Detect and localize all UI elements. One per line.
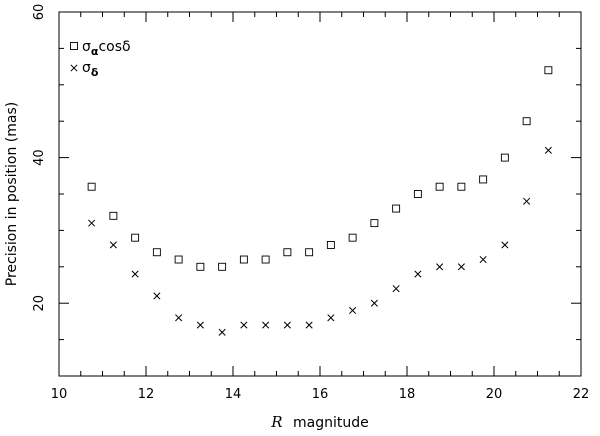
- point-sigma-delta: [414, 270, 422, 278]
- point-sigma-delta: [153, 292, 161, 300]
- point-sigma-alpha-cos-delta: [239, 255, 248, 264]
- legend-cross-icon: [70, 64, 78, 72]
- point-sigma-alpha-cos-delta: [152, 248, 161, 257]
- point-sigma-delta: [218, 328, 226, 336]
- point-sigma-alpha-cos-delta: [392, 204, 401, 213]
- point-sigma-alpha-cos-delta: [522, 117, 531, 126]
- point-sigma-alpha-cos-delta: [413, 190, 422, 198]
- point-sigma-delta: [240, 321, 248, 329]
- point-sigma-alpha-cos-delta: [174, 255, 183, 264]
- point-sigma-alpha-cos-delta: [326, 241, 335, 249]
- point-sigma-alpha-cos-delta: [435, 182, 444, 191]
- point-sigma-alpha-cos-delta: [218, 262, 227, 271]
- x-tick-label: 22: [573, 387, 590, 402]
- y-tick-label: 20: [32, 295, 47, 312]
- data-marks: [87, 66, 553, 336]
- point-sigma-alpha-cos-delta: [87, 182, 96, 191]
- point-sigma-delta: [327, 314, 335, 322]
- point-sigma-delta: [131, 270, 139, 278]
- y-tick-label: 40: [32, 149, 47, 166]
- point-sigma-delta: [262, 321, 270, 329]
- legend-square-icon: [70, 42, 78, 50]
- point-sigma-alpha-cos-delta: [348, 233, 357, 242]
- point-sigma-delta: [544, 146, 552, 154]
- point-sigma-delta: [175, 314, 183, 322]
- x-tick-label: 14: [225, 387, 242, 402]
- point-sigma-alpha-cos-delta: [544, 66, 553, 75]
- point-sigma-alpha-cos-delta: [305, 248, 314, 257]
- x-axis-title: R magnitude: [270, 413, 368, 431]
- legend-label-sigma-alpha-cos-delta: σαcosδ: [82, 39, 131, 58]
- point-sigma-delta: [283, 321, 291, 329]
- point-sigma-delta: [479, 255, 487, 264]
- x-axis-title-rest: magnitude: [293, 415, 369, 431]
- point-sigma-delta: [436, 263, 444, 271]
- x-axis-title-italic: R: [270, 413, 282, 431]
- point-sigma-delta: [196, 321, 204, 329]
- y-axis-title: Precision in position (mas): [4, 102, 20, 286]
- point-sigma-delta: [370, 299, 378, 307]
- x-tick-label: 12: [138, 387, 155, 402]
- point-sigma-alpha-cos-delta: [283, 248, 292, 257]
- point-sigma-alpha-cos-delta: [457, 182, 466, 191]
- axis-ticks: [58, 11, 582, 377]
- point-sigma-delta: [109, 241, 117, 249]
- x-tick-label: 16: [312, 387, 329, 402]
- x-tick-label: 20: [486, 387, 503, 402]
- point-sigma-delta: [392, 285, 400, 293]
- legend-marker-square: [70, 42, 78, 50]
- point-sigma-alpha-cos-delta: [109, 211, 118, 220]
- legend-label-sigma-delta: σδ: [82, 60, 99, 79]
- point-sigma-delta: [305, 321, 313, 329]
- point-sigma-delta: [523, 197, 531, 205]
- x-tick-label: 10: [51, 387, 68, 402]
- y-tick-labels: 20 40 60: [32, 4, 47, 312]
- y-tick-label: 60: [32, 4, 47, 21]
- point-sigma-delta: [88, 219, 96, 227]
- plot-frame: [58, 11, 582, 377]
- point-sigma-alpha-cos-delta: [479, 175, 488, 184]
- legend: σαcosδ σδ: [70, 39, 131, 79]
- point-sigma-delta: [501, 241, 509, 249]
- point-sigma-alpha-cos-delta: [370, 219, 379, 228]
- x-tick-label: 18: [399, 387, 416, 402]
- point-sigma-alpha-cos-delta: [500, 153, 509, 162]
- x-tick-labels: 10 12 14 16 18 20 22: [51, 387, 590, 402]
- point-sigma-delta: [457, 263, 465, 271]
- point-sigma-alpha-cos-delta: [131, 233, 140, 242]
- point-sigma-alpha-cos-delta: [196, 262, 205, 271]
- point-sigma-delta: [349, 306, 357, 315]
- legend-marker-cross: [70, 64, 78, 72]
- point-sigma-alpha-cos-delta: [261, 255, 270, 264]
